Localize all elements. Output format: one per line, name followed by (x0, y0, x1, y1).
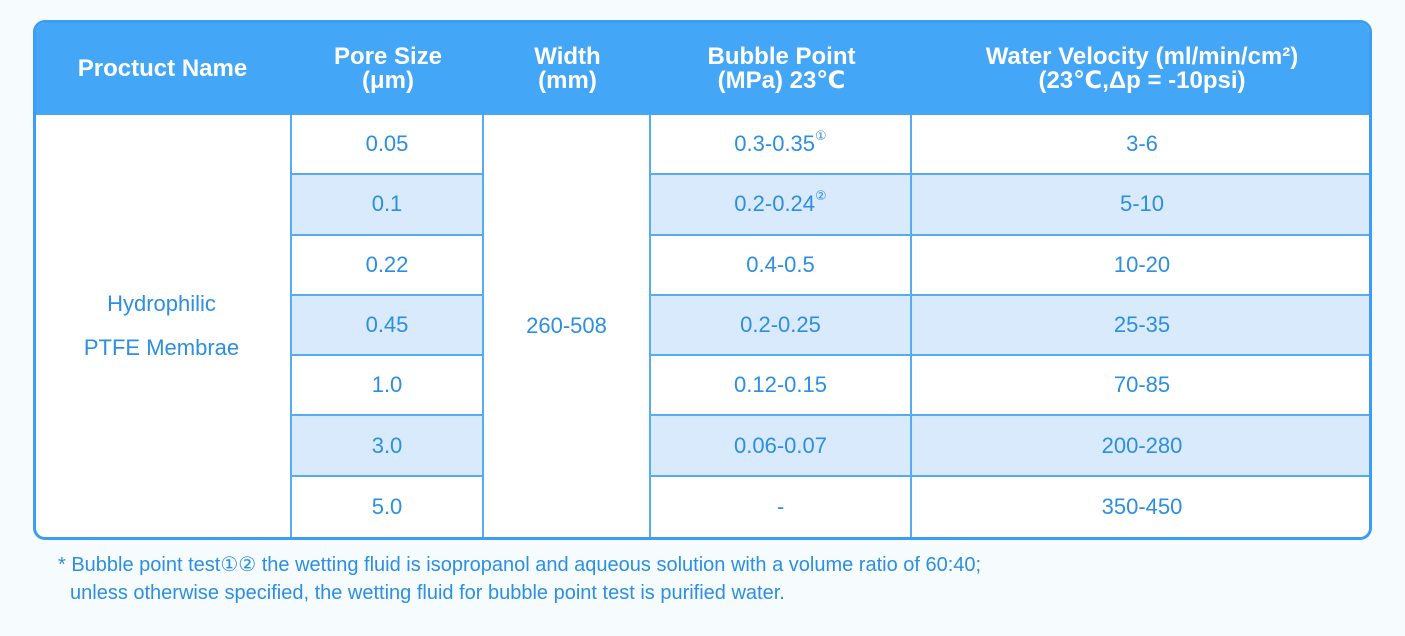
bubble-note: ① (815, 127, 827, 143)
header-line: (23℃,Δp = -10psi) (1038, 67, 1246, 94)
bubble-text: 0.2-0.24 (734, 191, 816, 217)
pore-cell: 0.1 (292, 175, 484, 236)
header-line: (mm) (538, 67, 597, 94)
product-cell: Hydrophilic PTFE Membrae (36, 115, 292, 537)
pore-cell: 5.0 (292, 476, 484, 537)
bubble-cell: - (651, 476, 912, 537)
product-line: Hydrophilic (107, 291, 216, 316)
width-cell: 260-508 (484, 115, 651, 537)
bubble-text: 0.06-0.07 (734, 432, 827, 458)
velocity-cell: 25-35 (912, 295, 1369, 357)
bubble-text: 0.2-0.25 (740, 311, 821, 337)
pore-cell: 0.22 (292, 235, 484, 296)
header-line: Proctuct Name (77, 55, 248, 82)
bubble-text: - (776, 493, 785, 519)
spec-table: Proctuct Name Pore Size (μm) Width (mm) Bubbl… (33, 20, 1372, 540)
bubble-value: 0.2-0.25 (740, 303, 821, 347)
velocity-cell: 200-280 (912, 416, 1369, 477)
bubble-text: 0.12-0.15 (734, 372, 827, 398)
header-line: Water Velocity (ml/min/cm²) (985, 43, 1299, 70)
velocity-cell: 70-85 (912, 356, 1369, 417)
bubble-text: 0.4-0.5 (746, 251, 815, 277)
bubble-value: 0.4-0.5 (746, 243, 815, 287)
header-line: Bubble Point (707, 43, 856, 70)
bubble-note: ② (815, 188, 827, 204)
velocity-cell: 350-450 (1101, 493, 1183, 519)
bubble-cell: 0.2-0.24② (651, 175, 912, 236)
bubble-cell: 0.06-0.07 (651, 416, 912, 477)
velocity-cell: 10-20 (912, 236, 1369, 296)
bubble-cell: 0.12-0.15 (651, 356, 912, 417)
header-line: Pore Size (333, 43, 443, 70)
bubble-text: 0.3-0.35 (734, 131, 816, 157)
pore-cell: 0.45 (292, 295, 484, 357)
header-cell: Pore Size (μm) (292, 23, 484, 115)
header-cell: Width (mm) (484, 23, 651, 115)
bubble-value: 0.3-0.35① (734, 122, 826, 166)
header-cell: Bubble Point (MPa) 23℃ (651, 23, 912, 115)
bubble-cell: 0.2-0.25 (651, 295, 912, 357)
bubble-value: 0.12-0.15 (734, 363, 827, 407)
bubble-value: 0.2-0.24② (734, 182, 826, 226)
bubble-cell: 0.3-0.35① (651, 115, 912, 176)
product-line: PTFE Membrae (83, 335, 240, 360)
bubble-value: - (777, 485, 784, 529)
header-line: (MPa) 23℃ (717, 67, 846, 94)
pore-cell: 0.05 (292, 115, 484, 176)
bubble-cell: 0.4-0.5 (651, 235, 912, 296)
pore-cell: 1.0 (292, 356, 484, 417)
pore-cell: 3.0 (292, 416, 484, 477)
velocity-cell: 5-10 (912, 175, 1369, 236)
footnote-line: unless otherwise specified, the wetting … (70, 582, 785, 604)
header-line: (μm) (361, 67, 414, 94)
header-cell: Water Velocity (ml/min/cm²) (23℃,Δp = -10… (912, 23, 1369, 115)
header-cell: Proctuct Name (36, 23, 292, 115)
footnotes: * Bubble point test①② the wetting fluid … (58, 551, 981, 607)
velocity-cell: 3-6 (912, 115, 1369, 176)
bubble-value: 0.06-0.07 (734, 424, 827, 468)
footnote-line: * Bubble point test①② the wetting fluid … (58, 554, 982, 576)
header-line: Width (534, 43, 601, 70)
